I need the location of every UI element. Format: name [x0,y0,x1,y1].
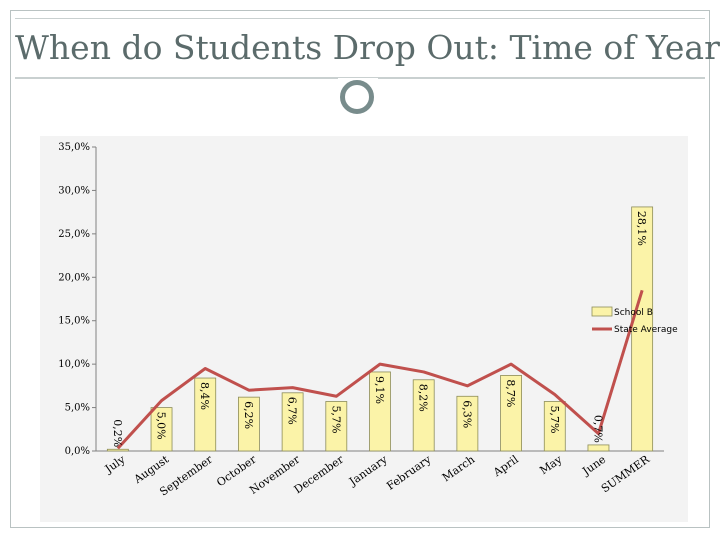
bar-october [238,396,260,452]
bar-value-label: 0,2% [111,419,124,447]
legend-bar-swatch [591,306,613,317]
bar-september [194,377,217,452]
bar-value-label: 6,3% [460,400,473,428]
x-tick-label: March [440,453,477,484]
bar-july [106,448,129,452]
slide-title: When do Students Drop Out: Time of Year [15,28,720,67]
x-tick-label: May [537,452,565,477]
x-tick-label: SUMMER [599,452,653,495]
bar-june [587,444,610,452]
slide-frame [10,10,710,528]
bar-february [412,379,435,452]
y-tick-label: 0,0% [65,446,90,457]
bar-april [500,375,522,452]
y-tick-label: 20,0% [58,272,90,283]
bar-value-label: 8,4% [198,382,211,410]
title-band [15,18,705,78]
divider-left [15,78,338,79]
bar-value-label: 5,7% [329,405,342,433]
bar-value-label: 8,2% [417,384,430,412]
bar-value-label: 6,2% [242,401,255,429]
y-tick-label: 30,0% [58,185,90,196]
legend-label-line: State Average [614,325,678,335]
bar-november [281,392,304,452]
x-tick-label: February [384,452,434,492]
bar-value-label: 0,7% [591,415,604,443]
bar-value-label: 8,7% [504,379,517,407]
divider-right [378,78,705,79]
bar-value-label: 28,1% [635,211,648,246]
bar-january [369,371,391,452]
y-tick-label: 10,0% [58,359,90,370]
bar-value-label: 5,7% [548,405,561,433]
bar-may [543,401,566,452]
x-tick-label: December [292,452,347,496]
x-tick-label: July [102,452,128,476]
bar-value-label: 9,1% [373,376,386,404]
legend-label-bar: School B [614,308,653,318]
y-tick-label: 25,0% [58,229,90,240]
bar-december [325,401,348,452]
state-average-line [116,289,644,450]
bar-value-label: 6,7% [286,397,299,425]
x-tick-label: January [346,452,390,488]
bar-value-label: 5,0% [155,412,168,440]
bar-march [456,395,479,452]
y-tick-label: 35,0% [58,142,90,153]
x-tick-label: April [490,453,521,480]
y-tick-label: 5,0% [65,403,90,414]
decorative-circle-icon [340,80,374,114]
x-tick-label: June [579,453,608,479]
y-tick-label: 15,0% [58,316,90,327]
bar-august [150,407,173,452]
chart-background [40,136,688,522]
